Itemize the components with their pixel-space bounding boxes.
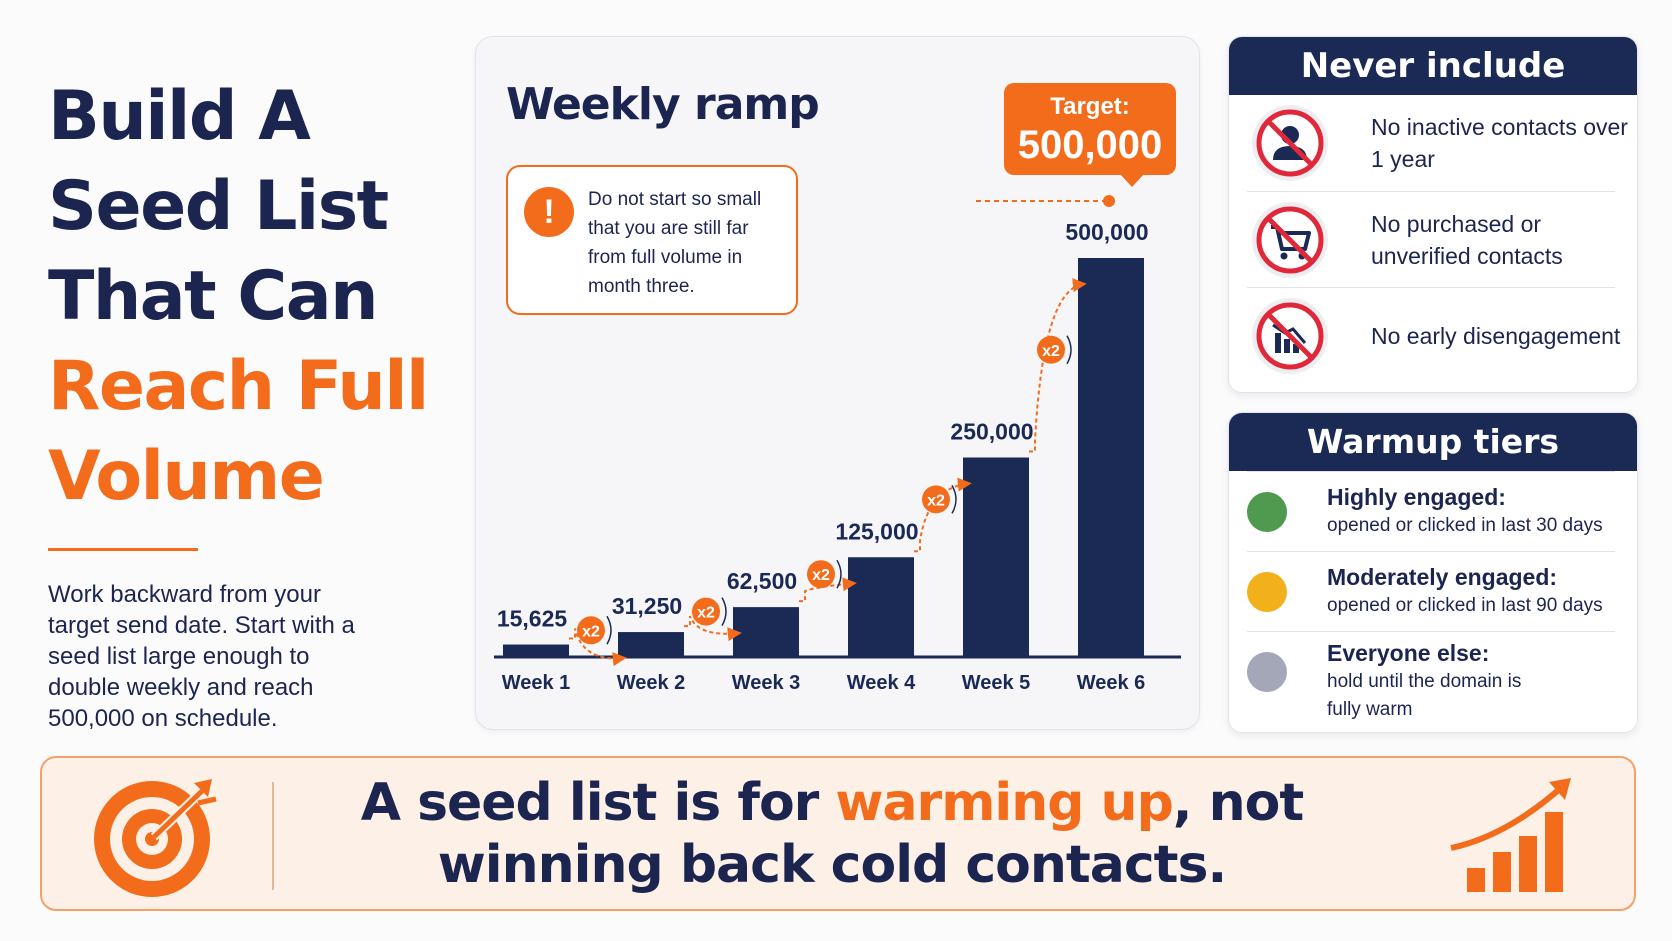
x2-badge-label: x2 <box>582 623 600 640</box>
double-step-arrow <box>569 628 627 667</box>
target-value: 500,000 <box>1017 123 1163 167</box>
never-include-text: No purchased or unverified contacts <box>1371 210 1563 269</box>
x2-badge <box>577 616 605 645</box>
x-axis-tick-label: Week 1 <box>502 672 571 694</box>
chart-bar <box>963 457 1029 657</box>
banner-text-part1: A seed list is for <box>360 773 836 833</box>
weekly-ramp-chart: 15,625 Week 1 31,250 Week 2 62,500 Week 3 125,… <box>494 195 1181 694</box>
tier-name: Everyone else: <box>1327 640 1490 666</box>
no-inactive-person-icon <box>1252 105 1328 181</box>
never-include-text: No early disengagement <box>1371 322 1621 349</box>
x-axis-tick-label: Week 2 <box>617 672 686 694</box>
banner-message: A seed list is for warming up, not winni… <box>292 772 1372 896</box>
tier-dot-green <box>1247 492 1287 532</box>
x2-badge <box>692 597 720 626</box>
x-axis-tick-label: Week 6 <box>1077 672 1146 694</box>
step-curve <box>836 559 842 589</box>
step-curve <box>721 597 727 626</box>
bar-value-label: 31,250 <box>612 593 682 619</box>
step-curve <box>1066 335 1072 365</box>
never-include-item: No purchased or unverified contacts <box>1247 191 1615 287</box>
never-include-panel: Never include No inactive contacts over … <box>1228 36 1638 393</box>
banner-divider <box>272 782 274 890</box>
warmup-tiers-title: Warmup tiers <box>1229 413 1637 471</box>
never-include-item: No early disengagement <box>1247 287 1620 383</box>
chart-bar <box>733 607 799 657</box>
double-step-arrow <box>799 577 857 603</box>
never-include-item: No inactive contacts over 1 year <box>1247 95 1628 191</box>
headline-line: Build A <box>48 77 311 156</box>
x2-badge <box>1037 335 1065 364</box>
growth-bars-icon <box>1450 778 1571 892</box>
never-include-title: Never include <box>1229 37 1637 95</box>
step-curve <box>606 615 612 645</box>
bar-value-label: 125,000 <box>835 518 918 544</box>
headline-line-accent: Reach Full <box>48 347 429 426</box>
headline-line: Seed List <box>48 167 389 246</box>
bar-value-label: 15,625 <box>497 606 568 632</box>
target-label: Target: <box>1050 93 1130 120</box>
headline-line-accent: Volume <box>48 437 325 516</box>
no-declining-chart-icon <box>1252 298 1328 374</box>
warning-text: Do not start so small that you are still… <box>588 189 762 297</box>
x2-badge-label: x2 <box>1042 343 1060 360</box>
chart-bar <box>848 557 914 657</box>
tier-item: Highly engaged: opened or clicked in las… <box>1247 471 1615 551</box>
no-shopping-cart-icon <box>1252 202 1328 278</box>
target-icon <box>94 779 217 897</box>
chart-bar <box>503 644 569 657</box>
x2-badge <box>922 485 950 514</box>
headline-line: That Can <box>48 257 379 336</box>
tier-name: Moderately engaged: <box>1327 564 1558 590</box>
chart-title: Weekly ramp <box>506 79 820 130</box>
target-callout: Target: 500,000 <box>1004 83 1176 187</box>
step-curve <box>951 485 957 514</box>
tier-item: Everyone else: hold until the domain is … <box>1247 631 1615 731</box>
tier-desc: opened or clicked in last 30 days <box>1327 515 1603 536</box>
tier-item: Moderately engaged: opened or clicked in… <box>1247 551 1615 631</box>
tier-desc: opened or clicked in last 90 days <box>1327 595 1603 616</box>
banner-text-part2: , not winning back cold contacts. <box>437 773 1305 895</box>
double-step-arrow <box>684 615 742 642</box>
double-step-arrow <box>1029 278 1087 453</box>
banner-highlight: warming up <box>835 773 1173 833</box>
x2-badge-label: x2 <box>697 605 715 622</box>
tier-desc: hold until the domain is fully warm <box>1327 671 1522 720</box>
chart-card: 15,625 Week 1 31,250 Week 2 62,500 Week 3 125,… <box>475 36 1200 730</box>
headline-divider <box>48 548 198 551</box>
x-axis-tick-label: Week 5 <box>962 672 1031 694</box>
x2-badge-label: x2 <box>812 567 830 584</box>
warmup-tiers-panel: Warmup tiers Highly engaged: opened or c… <box>1228 412 1638 733</box>
tier-dot-amber <box>1247 572 1287 612</box>
exclamation-icon: ! <box>524 187 574 237</box>
chart-bar <box>618 632 684 657</box>
headline-block: Build A Seed List That Can Reach Full Vo… <box>48 72 468 734</box>
warning-callout: ! Do not start so small that you are sti… <box>506 165 798 315</box>
x2-badge <box>807 560 835 589</box>
intro-text: Work backward from your target send date… <box>48 581 355 732</box>
chart-bar <box>1078 258 1144 657</box>
double-step-arrow <box>914 477 972 553</box>
tier-dot-gray <box>1247 652 1287 692</box>
bar-value-label: 62,500 <box>727 568 797 594</box>
x-axis-tick-label: Week 4 <box>847 672 916 694</box>
x2-badge-label: x2 <box>927 492 945 509</box>
never-include-text: No inactive contacts over 1 year <box>1371 114 1628 172</box>
bar-value-label: 500,000 <box>1065 219 1148 245</box>
target-dot <box>1103 195 1115 207</box>
tier-name: Highly engaged: <box>1327 484 1506 510</box>
takeaway-banner: A seed list is for warming up, not winni… <box>40 756 1636 911</box>
x-axis-tick-label: Week 3 <box>732 672 801 694</box>
bar-value-label: 250,000 <box>950 419 1033 445</box>
